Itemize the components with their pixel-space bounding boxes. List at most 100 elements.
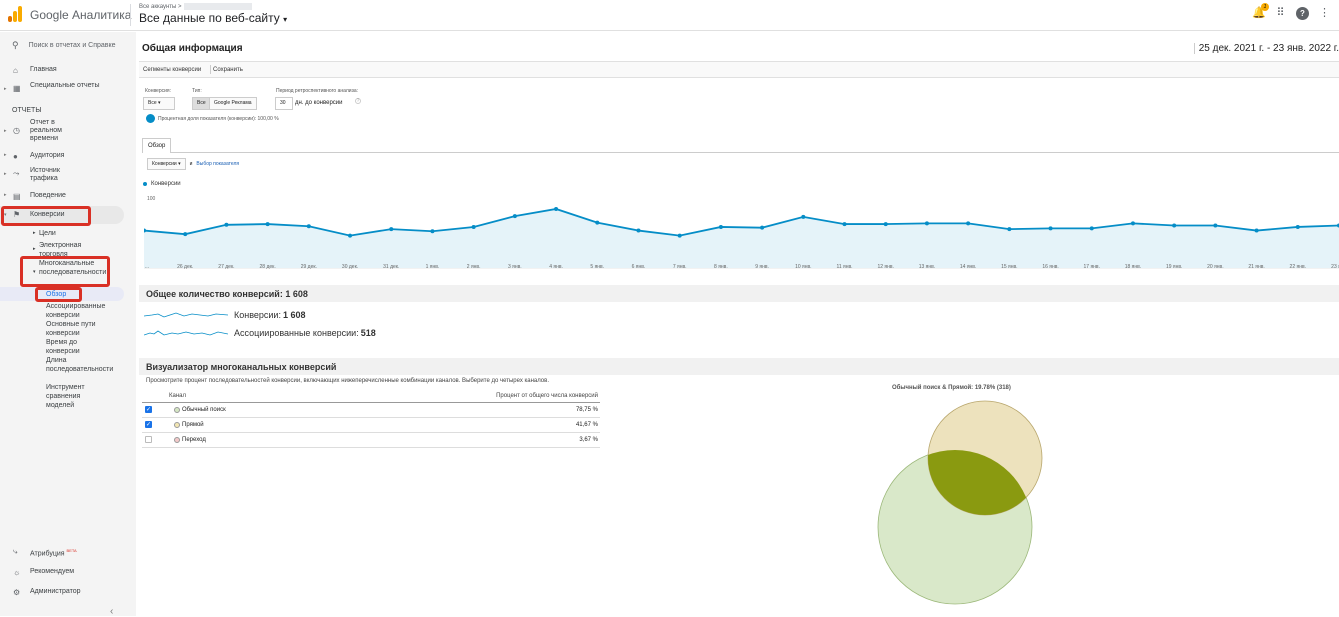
x-tick-label: 3 янв. [508, 264, 522, 270]
type-google-ads-button[interactable]: Google Реклама [209, 97, 257, 110]
data-point[interactable] [1213, 223, 1218, 228]
sidebar-item-path-length[interactable]: Длина последовательности [46, 356, 114, 374]
date-range-picker[interactable]: 25 дек. 2021 г. - 23 янв. 2022 г. [1193, 43, 1339, 54]
type-all-button[interactable]: Все [192, 97, 211, 110]
save-button[interactable]: Сохранить [213, 67, 243, 73]
data-point[interactable] [842, 222, 847, 227]
data-point[interactable] [595, 220, 600, 225]
percent-note-text: Процентная доля показателя (конверсии): … [158, 115, 279, 122]
channel-color-swatch [174, 437, 180, 443]
venn-title: Обычный поиск & Прямой: 19.78% (318) [892, 385, 1011, 391]
sidebar-item-label: Отчет в реальном времени [30, 119, 62, 142]
x-tick-label: 11 янв. [836, 264, 853, 270]
data-point[interactable] [883, 222, 888, 227]
venn-overlap[interactable] [928, 401, 1042, 515]
data-point[interactable] [1254, 228, 1259, 233]
chevron-right-icon: ▸ [4, 171, 7, 177]
sidebar-item-label: Аудитория [30, 152, 65, 159]
chart-legend: Конверсии [143, 181, 181, 187]
x-tick-label: ... [144, 264, 150, 270]
data-point[interactable] [1048, 226, 1053, 231]
acquisition-icon: ⤳ [13, 169, 20, 178]
data-point[interactable] [512, 214, 517, 219]
sidebar-item-audience[interactable]: ▸ ● Аудитория [0, 152, 136, 162]
collapse-sidebar-icon[interactable]: ‹ [110, 606, 114, 617]
sidebar-item-behavior[interactable]: ▸ ▤ Поведение [0, 192, 136, 202]
data-point[interactable] [801, 214, 806, 219]
apps-grid-icon[interactable]: ⠿ [1276, 7, 1285, 19]
data-point[interactable] [718, 224, 723, 229]
data-point[interactable] [306, 224, 311, 229]
chevron-right-icon: ▸ [33, 230, 36, 236]
sidebar-item-model-comparison[interactable]: Инструмент сравнения моделей [46, 383, 94, 410]
data-point[interactable] [1089, 226, 1094, 231]
sidebar-search[interactable]: ⚲ Поиск в отчетах и Справке [12, 40, 116, 51]
conversion-dropdown[interactable]: Все ▾ [143, 97, 175, 110]
sidebar-item-acquisition[interactable]: ▸ ⤳ Источник трафика [0, 167, 136, 185]
sidebar-item-admin[interactable]: ⚙ Администратор [0, 588, 136, 598]
data-point[interactable] [430, 229, 435, 234]
bell-icon[interactable]: 🔔 1 [1252, 3, 1269, 20]
data-point[interactable] [224, 222, 229, 227]
sidebar-item-conversions[interactable]: ▾ ⚑ Конверсии [0, 206, 124, 224]
segments-button[interactable]: Сегменты конверсии [143, 67, 202, 73]
highlight-box [20, 256, 110, 287]
sidebar-item-top-paths[interactable]: Основные пути конверсии [46, 320, 106, 338]
data-point[interactable] [144, 228, 146, 233]
home-icon: ⌂ [13, 66, 18, 75]
data-point[interactable] [760, 225, 765, 230]
data-point[interactable] [389, 227, 394, 232]
sidebar-item-realtime[interactable]: ▸ ◷ Отчет в реальном времени [0, 119, 136, 145]
data-point[interactable] [1295, 224, 1300, 229]
lookback-input[interactable]: 30 [275, 97, 293, 110]
data-point[interactable] [471, 224, 476, 229]
data-point[interactable] [1007, 227, 1012, 232]
sidebar-item-ecommerce[interactable]: ▸ Электронная торговля [33, 241, 99, 259]
data-point[interactable] [924, 221, 929, 226]
help-icon[interactable]: ? [355, 98, 361, 104]
sidebar-item-label: Длина последовательности [46, 357, 114, 373]
channel-checkbox[interactable] [145, 421, 152, 428]
lookback-label: Период ретроспективного анализа: [276, 88, 359, 94]
data-point[interactable] [265, 222, 270, 227]
x-tick-label: 28 дек. [259, 264, 276, 270]
sidebar-item-attribution[interactable]: ⤷ Атрибуция BETA [0, 547, 136, 557]
chart-area [144, 208, 1339, 268]
visualizer-heading: Визуализатор многоканальных конверсий [139, 358, 1339, 375]
sidebar-item-overview[interactable]: Обзор [46, 290, 116, 299]
sidebar-item-assisted[interactable]: Ассоциированные конверсии [46, 302, 110, 320]
data-point[interactable] [348, 233, 353, 238]
assisted-value: 518 [360, 328, 376, 338]
help-icon[interactable]: ? [1296, 7, 1309, 20]
active-item-bg [0, 287, 124, 301]
data-point[interactable] [677, 233, 682, 238]
x-tick-label: 21 янв. [1248, 264, 1265, 270]
analytics-logo[interactable] [8, 6, 22, 22]
sidebar-item-time-lag[interactable]: Время до конверсии [46, 338, 94, 356]
sidebar-item-home[interactable]: ⌂ Главная [0, 66, 136, 76]
legend-dot-icon [143, 182, 147, 186]
data-point[interactable] [1172, 223, 1177, 228]
top-bar: Google Аналитика Все аккаунты > Все данн… [0, 0, 1339, 31]
data-point[interactable] [554, 206, 559, 211]
sidebar-item-custom-reports[interactable]: ▸ ▦ Специальные отчеты [0, 82, 136, 100]
breadcrumb[interactable]: Все аккаунты > [139, 3, 252, 10]
channel-checkbox[interactable] [145, 436, 152, 443]
metric-dropdown[interactable]: Конверсии ▾ [147, 158, 186, 170]
tab-overview[interactable]: Обзор [142, 138, 172, 153]
data-point[interactable] [1130, 221, 1135, 226]
data-point[interactable] [966, 221, 971, 226]
sidebar-item-label: Многоканальные последовательности [39, 260, 107, 276]
view-selector[interactable]: Все данные по веб-сайту ▾ [139, 11, 287, 25]
channel-checkbox[interactable] [145, 406, 152, 413]
chevron-down-icon: ▾ [4, 212, 7, 218]
sidebar-item-discover[interactable]: ☼ Рекомендуем [0, 568, 136, 578]
sidebar-item-multichannel[interactable]: ▾ Многоканальные последовательности [33, 259, 107, 277]
select-metric-link[interactable]: Выбор показателя [196, 161, 240, 167]
data-point[interactable] [183, 232, 188, 237]
sidebar-item-label: Источник трафика [30, 167, 60, 182]
more-vert-icon[interactable]: ⋮ [1319, 7, 1330, 19]
sidebar-item-goals[interactable]: ▸ Цели [33, 229, 109, 238]
data-point[interactable] [636, 228, 641, 233]
channel-color-swatch [174, 422, 180, 428]
